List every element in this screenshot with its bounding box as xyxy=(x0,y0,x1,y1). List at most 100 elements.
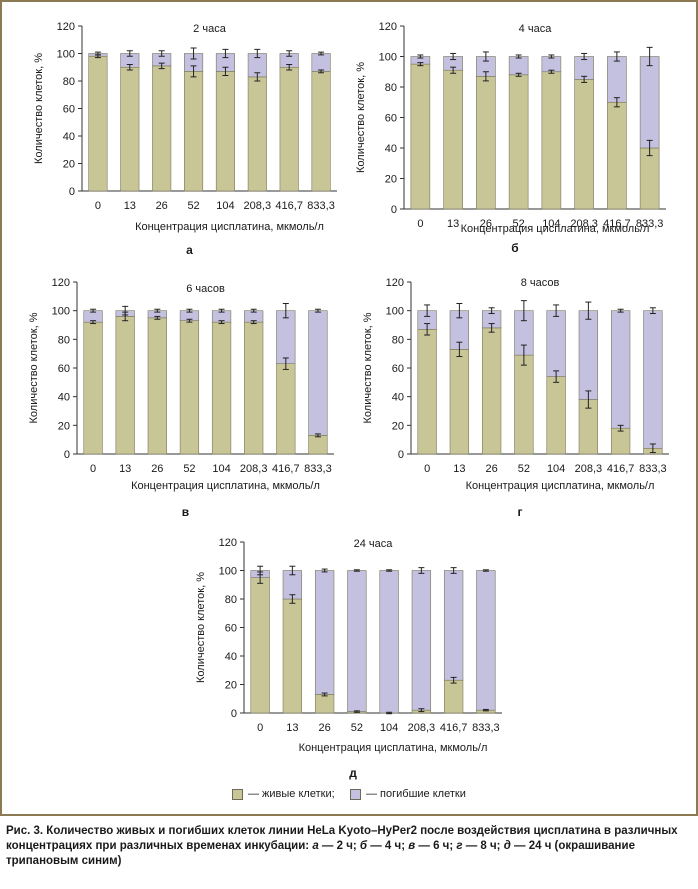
chart1-x-tick-label: 26 xyxy=(156,200,168,212)
legend-item-dead: — погибшие клетки xyxy=(350,788,466,800)
chart1-title: 2 часа xyxy=(193,23,227,35)
chart1-x-tick-label: 0 xyxy=(95,200,101,212)
chart4-x-axis-label: Концентрация цисплатина, мкмоль/л xyxy=(466,480,655,492)
chart2-y-tick-label: 60 xyxy=(385,113,397,125)
chart3-bar-dead xyxy=(276,310,296,364)
chart1-bar-alive xyxy=(215,71,235,192)
chart1-y-tick-label: 20 xyxy=(63,159,75,171)
chart1-x-axis-label: Концентрация цисплатина, мкмоль/л xyxy=(135,221,324,233)
chart4-y-tick-label: 120 xyxy=(386,277,404,289)
chart2-x-tick-label: 833,3 xyxy=(636,218,664,230)
chart4-bar-dead xyxy=(578,310,599,400)
chart5-bar-dead xyxy=(347,570,367,712)
chart2-bar-dead xyxy=(541,56,562,73)
caption-text-b: — 4 ч; xyxy=(367,840,409,852)
chart3-x-tick-label: 104 xyxy=(212,463,230,475)
legend-label-dead: — погибшие клетки xyxy=(366,788,466,800)
chart5-bar-dead xyxy=(443,570,464,681)
chart4-bar-alive xyxy=(514,354,534,455)
chart4-y-tick-label: 40 xyxy=(392,392,404,404)
chart2-bar-alive xyxy=(541,71,562,210)
caption-text-v: — 6 ч; xyxy=(415,840,457,852)
chart3-y-tick-label: 100 xyxy=(52,306,70,318)
chart1-y-tick-label: 0 xyxy=(69,186,75,198)
chart5-x-tick-label: 416,7 xyxy=(440,722,468,734)
chart3-bar-dead xyxy=(308,310,328,436)
chart3-panel-letter: в xyxy=(182,505,189,519)
chart5-y-tick-label: 80 xyxy=(225,594,237,606)
caption-text-a: — 2 ч; xyxy=(318,840,360,852)
chart2-x-tick-label: 52 xyxy=(513,218,525,230)
chart5-bar-alive xyxy=(443,679,464,714)
chart1-y-tick-label: 80 xyxy=(63,76,75,88)
chart3-bar-alive xyxy=(179,320,200,455)
chart3-y-tick-label: 120 xyxy=(52,277,70,289)
chart2-bar-dead xyxy=(508,56,529,76)
chart4-panel-letter: г xyxy=(518,505,523,519)
chart1-panel-letter: а xyxy=(186,243,193,257)
chart3-x-tick-label: 208,3 xyxy=(240,463,268,475)
chart5-x-tick-label: 52 xyxy=(351,722,363,734)
chart2-bar-alive xyxy=(508,74,529,210)
chart4-x-tick-label: 833,3 xyxy=(639,463,667,475)
chart5-x-tick-label: 13 xyxy=(286,722,298,734)
chart5-bar-dead xyxy=(476,570,496,711)
chart5-bar-alive xyxy=(314,694,335,714)
chart2-x-tick-label: 13 xyxy=(447,218,459,230)
chart5-bar-alive xyxy=(282,598,303,714)
chart5-bar-dead xyxy=(314,570,335,695)
chart2-x-tick-label: 26 xyxy=(480,218,492,230)
chart5-bar-dead xyxy=(379,570,399,714)
chart4-x-tick-label: 13 xyxy=(453,463,465,475)
chart2-y-tick-label: 80 xyxy=(385,82,397,94)
chart4-bar-alive xyxy=(417,328,437,455)
chart5-y-tick-label: 40 xyxy=(225,651,237,663)
chart4-title: 8 часов xyxy=(521,277,560,289)
chart1-x-tick-label: 52 xyxy=(187,200,199,212)
chart3-x-tick-label: 52 xyxy=(183,463,195,475)
chart2-x-tick-label: 104 xyxy=(542,218,560,230)
chart5-y-axis-label: Количество клеток, % xyxy=(195,572,207,683)
chart5-y-tick-label: 0 xyxy=(231,708,237,720)
chart2-x-tick-label: 0 xyxy=(417,218,423,230)
chart1-y-axis-label: Количество клеток, % xyxy=(33,53,45,164)
chart3-x-tick-label: 26 xyxy=(151,463,163,475)
chart2-bar-alive xyxy=(574,79,594,210)
chart4-y-tick-label: 60 xyxy=(392,363,404,375)
chart2-y-tick-label: 20 xyxy=(385,174,397,186)
chart1-bar-alive xyxy=(152,65,172,192)
chart3-y-tick-label: 20 xyxy=(58,420,70,432)
chart3-y-tick-label: 80 xyxy=(58,334,70,346)
chart4-bar-alive xyxy=(449,349,470,455)
chart4-x-tick-label: 104 xyxy=(547,463,565,475)
chart5-bar-dead xyxy=(411,570,432,711)
chart2-y-tick-label: 0 xyxy=(391,204,397,216)
chart5-x-tick-label: 0 xyxy=(257,722,263,734)
caption-letter-d: д xyxy=(503,840,511,852)
legend-swatch-dead xyxy=(350,788,361,800)
chart5-bar-alive xyxy=(250,577,270,714)
chart4-y-tick-label: 100 xyxy=(386,306,404,318)
caption-letter-g: г xyxy=(456,840,463,852)
chart3-y-axis-label: Количество клеток, % xyxy=(28,312,40,423)
chart4-bar-dead xyxy=(610,310,631,429)
chart5-x-tick-label: 208,3 xyxy=(408,722,436,734)
chart2-y-tick-label: 40 xyxy=(385,143,397,155)
chart4-y-tick-label: 0 xyxy=(398,449,404,461)
chart4-bar-alive xyxy=(610,427,631,455)
chart4-x-tick-label: 52 xyxy=(518,463,530,475)
chart3-y-tick-label: 40 xyxy=(58,392,70,404)
caption-letter-b: б xyxy=(359,840,368,852)
chart4-y-tick-label: 20 xyxy=(392,420,404,432)
chart5-x-tick-label: 104 xyxy=(380,722,398,734)
chart5-y-tick-label: 60 xyxy=(225,623,237,635)
chart3-bar-alive xyxy=(115,316,135,455)
chart3-y-tick-label: 60 xyxy=(58,363,70,375)
chart4-x-tick-label: 26 xyxy=(486,463,498,475)
chart1-y-tick-label: 40 xyxy=(63,131,75,143)
chart1-x-tick-label: 13 xyxy=(124,200,136,212)
figure-frame: 2 часа 0 20 40 60 80 100 120 Количество клеток, … xyxy=(0,0,698,816)
chart3-bar-alive xyxy=(83,321,103,455)
chart4-x-tick-label: 416,7 xyxy=(607,463,635,475)
chart3-title: 6 часов xyxy=(186,283,225,295)
